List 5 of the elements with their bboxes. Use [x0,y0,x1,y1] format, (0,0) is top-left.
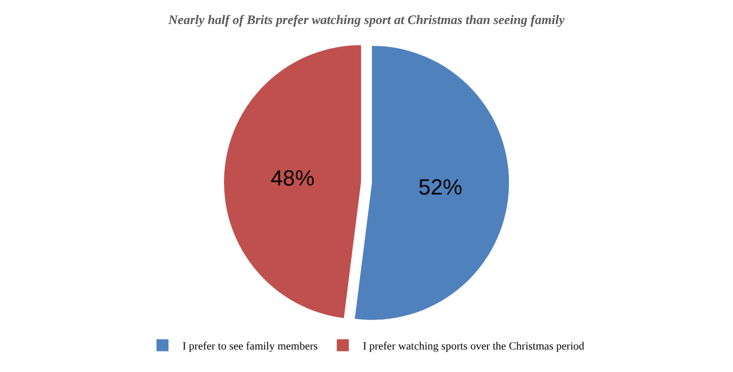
data-label: 48% [270,165,315,190]
legend-label: I prefer watching sports over the Christmas period [362,340,585,352]
chart-title: Nearly half of Brits prefer watching sport at Christmas than seeing family [167,12,565,27]
legend-label: I prefer to see family members [182,340,318,352]
data-label: 52% [418,174,462,200]
